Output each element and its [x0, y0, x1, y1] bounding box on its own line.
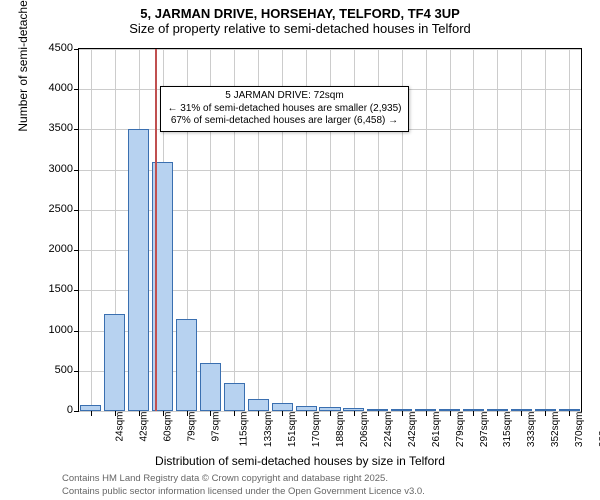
x-tick-label: 133sqm — [263, 412, 274, 448]
gridline-vertical — [497, 49, 498, 411]
gridline-vertical — [521, 49, 522, 411]
gridline-vertical — [450, 49, 451, 411]
x-tick-label: 42sqm — [138, 412, 149, 442]
x-tick-label: 242sqm — [407, 412, 418, 448]
x-tick-label: 279sqm — [455, 412, 466, 448]
x-tick-label: 188sqm — [335, 412, 346, 448]
histogram-bar — [272, 403, 293, 411]
histogram-bar — [224, 383, 245, 411]
y-tick-label: 2500 — [49, 203, 73, 215]
x-tick-label: 60sqm — [162, 412, 173, 442]
gridline-vertical — [473, 49, 474, 411]
gridline-vertical — [91, 49, 92, 411]
histogram-bar — [319, 407, 340, 411]
y-tick-label: 1000 — [49, 324, 73, 336]
x-tick-label: 370sqm — [574, 412, 585, 448]
footer-line-2: Contains public sector information licen… — [62, 486, 425, 498]
histogram-bar — [248, 399, 269, 411]
x-tick-label: 97sqm — [210, 412, 221, 442]
y-tick-label: 2000 — [49, 243, 73, 255]
x-tick-label: 79sqm — [186, 412, 197, 442]
histogram-bar — [296, 406, 317, 411]
y-tick-label: 1500 — [49, 283, 73, 295]
gridline-vertical — [545, 49, 546, 411]
x-tick-label: 115sqm — [239, 412, 250, 447]
x-tick-label: 333sqm — [526, 412, 537, 448]
footer-text: Contains HM Land Registry data © Crown c… — [62, 473, 425, 498]
gridline-vertical — [426, 49, 427, 411]
x-tick-label: 315sqm — [503, 412, 514, 448]
histogram-bar — [176, 319, 197, 412]
y-tick-label: 3000 — [49, 163, 73, 175]
y-axis-label: Number of semi-detached properties — [16, 0, 30, 132]
gridline-vertical — [569, 49, 570, 411]
y-tick-label: 3500 — [49, 122, 73, 134]
y-tick-label: 500 — [55, 364, 73, 376]
histogram-bar — [128, 129, 149, 411]
chart-container: 5, JARMAN DRIVE, HORSEHAY, TELFORD, TF4 … — [0, 0, 600, 500]
x-tick-label: 224sqm — [383, 412, 394, 448]
chart-title-main: 5, JARMAN DRIVE, HORSEHAY, TELFORD, TF4 … — [0, 0, 600, 21]
annotation-line-1: 5 JARMAN DRIVE: 72sqm — [167, 90, 401, 103]
y-tick-label: 4500 — [49, 42, 73, 54]
x-tick-label: 352sqm — [550, 412, 561, 448]
chart-title-sub: Size of property relative to semi-detach… — [0, 21, 600, 36]
x-tick-label: 24sqm — [114, 412, 125, 442]
property-marker-line — [155, 49, 157, 411]
x-tick-label: 151sqm — [287, 412, 298, 448]
footer-line-1: Contains HM Land Registry data © Crown c… — [62, 473, 425, 485]
y-tick-label: 0 — [67, 404, 73, 416]
x-tick-label: 170sqm — [311, 412, 322, 448]
y-tick-label: 4000 — [49, 82, 73, 94]
x-tick-label: 206sqm — [359, 412, 370, 448]
x-tick-label: 297sqm — [479, 412, 490, 448]
histogram-bar — [80, 405, 101, 411]
annotation-line-2: ← 31% of semi-detached houses are smalle… — [167, 103, 401, 116]
annotation-box: 5 JARMAN DRIVE: 72sqm ← 31% of semi-deta… — [160, 86, 408, 132]
histogram-bar — [104, 314, 125, 411]
histogram-bar — [200, 363, 221, 411]
annotation-line-3: 67% of semi-detached houses are larger (… — [167, 115, 401, 128]
x-axis-label: Distribution of semi-detached houses by … — [0, 454, 600, 468]
x-tick-label: 261sqm — [431, 412, 442, 448]
